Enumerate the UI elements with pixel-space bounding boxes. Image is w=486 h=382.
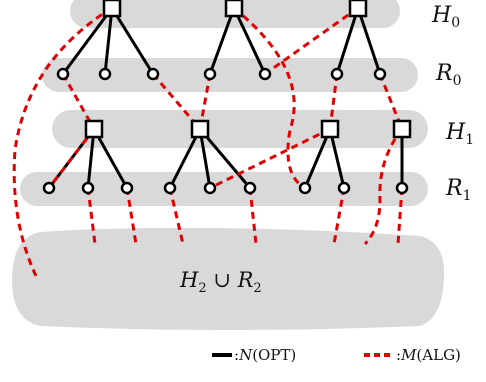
- opt-edge: [168, 127, 202, 190]
- opt-edge: [198, 127, 212, 190]
- legend-solid-label: :N(OPT): [234, 346, 296, 364]
- alg-edge: [209, 127, 331, 190]
- r0-node: [146, 67, 160, 81]
- opt-edge: [208, 6, 236, 76]
- legend: :N(OPT) :M(ALG): [212, 346, 461, 364]
- h0-node: [348, 0, 368, 18]
- opt-edge: [92, 127, 129, 190]
- h1-node: [84, 119, 104, 139]
- alg-edge: [332, 187, 346, 245]
- r1-node: [243, 181, 257, 195]
- r1-node: [81, 181, 95, 195]
- opt-edge: [356, 6, 382, 76]
- opt-edge: [232, 6, 267, 76]
- alg-edge: [363, 128, 404, 246]
- opt-edge: [103, 6, 114, 76]
- band-h1: [52, 110, 428, 148]
- opt-edge: [198, 127, 252, 190]
- alg-edge: [12, 6, 113, 277]
- h0-node: [224, 0, 244, 18]
- label-h1: H1: [445, 120, 474, 148]
- r0-node: [373, 67, 387, 81]
- alg-edge: [233, 6, 306, 190]
- r1-node: [42, 181, 56, 195]
- alg-edge: [198, 73, 212, 130]
- alg-edge: [47, 128, 96, 189]
- r1-node: [163, 181, 177, 195]
- opt-edge: [303, 127, 332, 190]
- r0-node: [98, 67, 112, 81]
- opt-edge: [61, 6, 114, 76]
- band-r0: [42, 58, 418, 92]
- alg-edge: [168, 187, 185, 245]
- alg-edge: [396, 187, 404, 245]
- opt-edge: [110, 6, 155, 76]
- label-r1: R1: [445, 176, 472, 204]
- r0-node: [203, 67, 217, 81]
- r1-node: [298, 181, 312, 195]
- alg-edge: [125, 187, 138, 245]
- h-nodes: [84, 0, 412, 139]
- opt-edges: [47, 6, 404, 190]
- h0-node: [102, 0, 122, 18]
- alg-edge: [248, 187, 258, 245]
- r0-node: [56, 67, 70, 81]
- legend-dashed-label: :M(ALG): [396, 346, 461, 364]
- alg-edge: [86, 187, 97, 245]
- r-nodes: [42, 67, 409, 195]
- h1-node: [392, 119, 412, 139]
- r1-node: [120, 181, 134, 195]
- r0-node: [258, 67, 272, 81]
- alg-edges: [12, 6, 404, 277]
- h1-node: [190, 119, 210, 139]
- label-h2-union-r2: H2 ∪ R2: [179, 268, 262, 296]
- opt-edge: [328, 127, 346, 190]
- r0-node: [330, 67, 344, 81]
- opt-edge: [86, 127, 96, 190]
- label-h0: H0: [431, 3, 460, 31]
- band-r1: [20, 172, 428, 206]
- r1-node: [337, 181, 351, 195]
- alg-edge: [328, 73, 339, 130]
- label-r0: R0: [435, 61, 462, 89]
- band-h2-r2: [12, 227, 444, 330]
- r1-node: [203, 181, 217, 195]
- r1-node: [395, 181, 409, 195]
- h1-node: [320, 119, 340, 139]
- opt-edge: [335, 6, 360, 76]
